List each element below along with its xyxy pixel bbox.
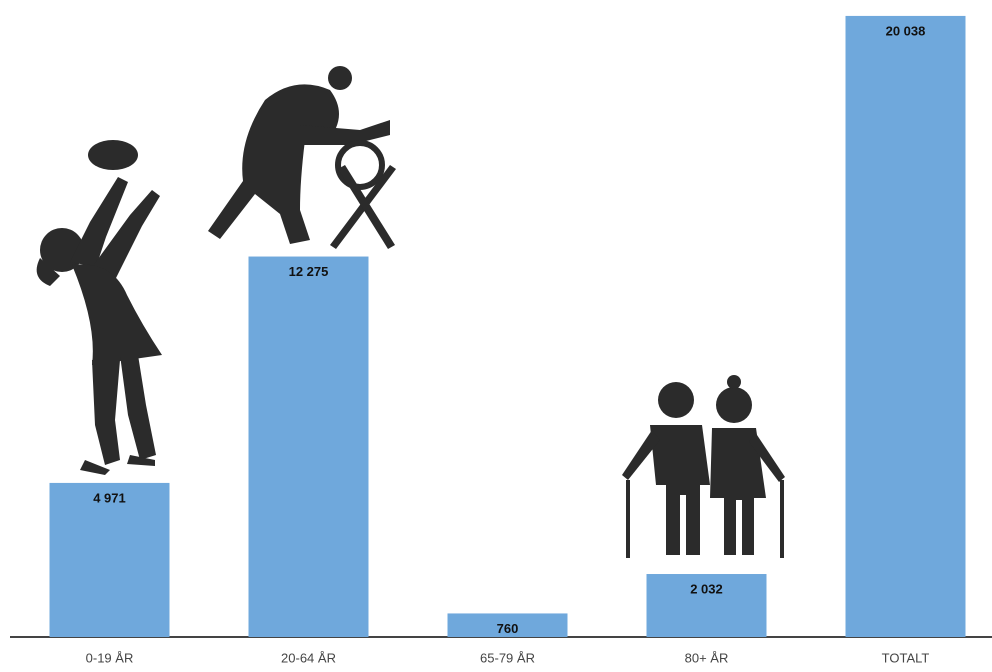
bar	[845, 15, 966, 637]
illustrations	[36, 66, 785, 558]
value-label: 12 275	[289, 264, 329, 279]
bar	[49, 482, 170, 637]
worker-silhouette	[208, 66, 396, 249]
child-silhouette	[36, 140, 162, 475]
value-label: 20 038	[886, 23, 926, 38]
value-label: 2 032	[690, 581, 723, 596]
bar	[646, 574, 767, 637]
x-tick-label: 20-64 ÅR	[281, 650, 336, 665]
x-tick-label: 65-79 ÅR	[480, 650, 535, 665]
x-tick-label: 0-19 ÅR	[86, 650, 134, 665]
value-label: 760	[497, 621, 519, 636]
bar	[447, 613, 568, 637]
bar	[248, 256, 369, 637]
x-tick-label: 80+ ÅR	[685, 650, 729, 665]
value-label: 4 971	[93, 490, 126, 505]
elderly-silhouette	[622, 375, 785, 558]
x-tick-label: TOTALT	[882, 650, 930, 665]
